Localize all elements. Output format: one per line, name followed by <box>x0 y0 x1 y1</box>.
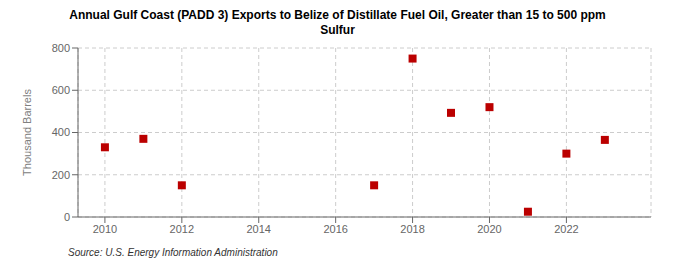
svg-text:2020: 2020 <box>477 223 501 235</box>
svg-text:0: 0 <box>64 211 70 223</box>
svg-text:2022: 2022 <box>554 223 578 235</box>
svg-text:2016: 2016 <box>323 223 347 235</box>
html-text:Annual Gulf Coast (PADD 3) Exp: Annual Gulf Coast (PADD 3) Exports to Be… <box>69 8 606 22</box>
svg-text:2010: 2010 <box>93 223 117 235</box>
svg-text:2014: 2014 <box>247 223 271 235</box>
svg-text:400: 400 <box>52 126 70 138</box>
svg-text:Thousand Barrels: Thousand Barrels <box>21 89 33 176</box>
svg-text:800: 800 <box>52 42 70 54</box>
svg-text:2012: 2012 <box>170 223 194 235</box>
svg-text:200: 200 <box>52 169 70 181</box>
svg-text:2018: 2018 <box>400 223 424 235</box>
html-text:Sulfur: Sulfur <box>320 23 355 37</box>
html-text:Source: U.S. Energy Informatio: Source: U.S. Energy Information Administ… <box>68 247 278 258</box>
svg-text:600: 600 <box>52 84 70 96</box>
